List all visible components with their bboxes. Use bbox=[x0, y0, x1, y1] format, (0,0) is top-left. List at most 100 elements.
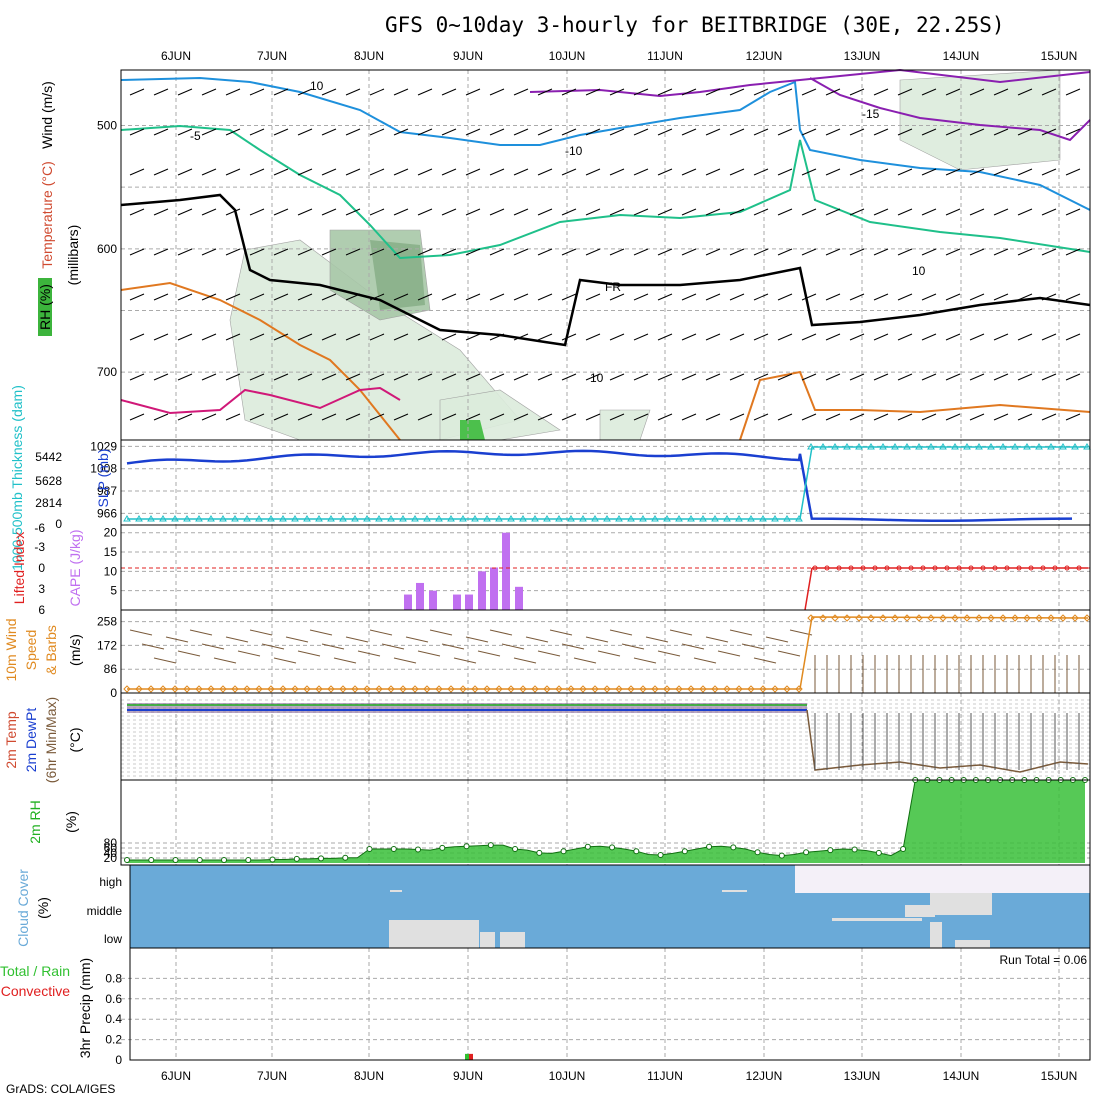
wind-barb bbox=[369, 293, 385, 301]
wind-barb bbox=[825, 208, 841, 216]
wind-barb bbox=[393, 413, 409, 421]
wind-speed-marker bbox=[867, 614, 875, 622]
x-tick-label-bottom: 13JUN bbox=[844, 1069, 881, 1083]
wind-barb bbox=[609, 128, 625, 136]
wind-barb bbox=[657, 293, 673, 301]
wind-barb bbox=[153, 373, 169, 381]
wind-barb bbox=[129, 208, 145, 216]
rh2m-marker bbox=[657, 852, 664, 859]
wind-barb bbox=[969, 168, 985, 176]
wind-speed-marker bbox=[243, 685, 251, 693]
wind-barb bbox=[969, 248, 985, 256]
wind-barb bbox=[681, 373, 697, 381]
wind-barb bbox=[561, 208, 577, 216]
thickness-marker bbox=[387, 515, 395, 522]
thickness-marker bbox=[411, 515, 419, 522]
wind-barb-10m bbox=[729, 629, 753, 636]
wind-barb bbox=[465, 333, 481, 341]
thickness-marker bbox=[135, 515, 143, 522]
wind-speed-marker bbox=[279, 685, 287, 693]
isotherm-label: FR bbox=[605, 280, 621, 294]
wind-barb bbox=[153, 333, 169, 341]
x-tick-label-top: 12JUN bbox=[746, 49, 783, 63]
wind-speed-marker bbox=[675, 685, 683, 693]
cloud-cover-panel: high middle low bbox=[87, 864, 1091, 949]
wind-speed-line bbox=[127, 616, 1089, 690]
wind-barb bbox=[537, 128, 553, 136]
wind-speed-marker bbox=[1083, 614, 1091, 622]
wind-barb bbox=[945, 128, 961, 136]
wind-barb bbox=[849, 413, 865, 421]
wind-barb bbox=[1065, 293, 1081, 301]
thickness-marker bbox=[579, 515, 587, 522]
precip-total-bar bbox=[465, 1053, 469, 1060]
wind-barb-10m bbox=[237, 650, 261, 657]
thickness-marker bbox=[963, 443, 971, 450]
wind-barb-10m bbox=[669, 629, 693, 636]
wind-barb bbox=[321, 208, 337, 216]
upper-temp-label: Temperature (°C) bbox=[39, 161, 55, 269]
thickness-marker bbox=[891, 443, 899, 450]
wind-barb bbox=[609, 88, 625, 96]
wind-barb-10m bbox=[549, 629, 573, 636]
wind-barb bbox=[225, 88, 241, 96]
wind-barb bbox=[369, 333, 385, 341]
thickness-marker bbox=[459, 515, 467, 522]
cloud-level-label: low bbox=[104, 932, 122, 946]
wind-barb bbox=[513, 88, 529, 96]
wind-barb bbox=[729, 293, 745, 301]
thickness-marker bbox=[663, 515, 671, 522]
precip-panel: 0.8 0.6 0.4 0.2 0 Run Total = 0.06 bbox=[105, 947, 1091, 1067]
wind-barb bbox=[705, 248, 721, 256]
wind-barb-10m bbox=[393, 657, 417, 664]
wind-barb bbox=[993, 248, 1009, 256]
rh2m-marker bbox=[390, 846, 397, 852]
wind-barb-10m bbox=[765, 636, 789, 643]
wind-barb bbox=[897, 413, 913, 421]
wind-barb bbox=[921, 168, 937, 176]
cape-axis-label: CAPE (J/kg) bbox=[67, 529, 83, 606]
wind-barb bbox=[1065, 88, 1081, 96]
wind-barb bbox=[753, 373, 769, 381]
wind-barb-10m bbox=[249, 629, 273, 636]
cape-tick-label: 20 bbox=[104, 526, 118, 540]
wind-speed-marker bbox=[615, 685, 623, 693]
thickness-marker bbox=[1023, 443, 1031, 450]
wind-barb bbox=[825, 88, 841, 96]
wind-barb bbox=[657, 208, 673, 216]
wind-barb bbox=[177, 168, 193, 176]
wind-barb bbox=[729, 373, 745, 381]
cape-tick-label: 5 bbox=[110, 584, 117, 598]
precip-frame bbox=[129, 947, 1091, 1061]
wind-barb-10m bbox=[129, 629, 153, 636]
wind-barb bbox=[705, 128, 721, 136]
rh2m-axis-units: (%) bbox=[63, 811, 79, 833]
wind-barb bbox=[1041, 128, 1057, 136]
wind-speed-marker bbox=[579, 685, 587, 693]
wind-barb bbox=[441, 168, 457, 176]
thickness-marker bbox=[807, 443, 815, 450]
wind-barb bbox=[633, 248, 649, 256]
wind-barb bbox=[681, 168, 697, 176]
wind-barb bbox=[465, 373, 481, 381]
wind-barb bbox=[153, 128, 169, 136]
wind-barb bbox=[393, 88, 409, 96]
wind-barb bbox=[753, 168, 769, 176]
upper-air-panel: 500 600 700 -15 -10 -5 FR 10 10 10 bbox=[97, 68, 1091, 441]
thickness-marker bbox=[843, 443, 851, 450]
wind-speed-marker bbox=[699, 685, 707, 693]
wind-speed-marker bbox=[291, 685, 299, 693]
wind-barb-10m bbox=[441, 643, 465, 650]
rh-legend-swatch bbox=[38, 278, 52, 336]
wind-barb bbox=[273, 88, 289, 96]
rh2m-marker bbox=[803, 849, 810, 856]
wind-barb bbox=[537, 168, 553, 176]
thickness-marker bbox=[735, 515, 743, 522]
rh2m-marker bbox=[609, 844, 616, 851]
wind-barb bbox=[921, 128, 937, 136]
wind-barb bbox=[873, 248, 889, 256]
wind-speed-marker bbox=[327, 685, 335, 693]
wind-barb bbox=[897, 248, 913, 256]
x-tick-label-bottom: 14JUN bbox=[943, 1069, 980, 1083]
wind-barb bbox=[657, 128, 673, 136]
